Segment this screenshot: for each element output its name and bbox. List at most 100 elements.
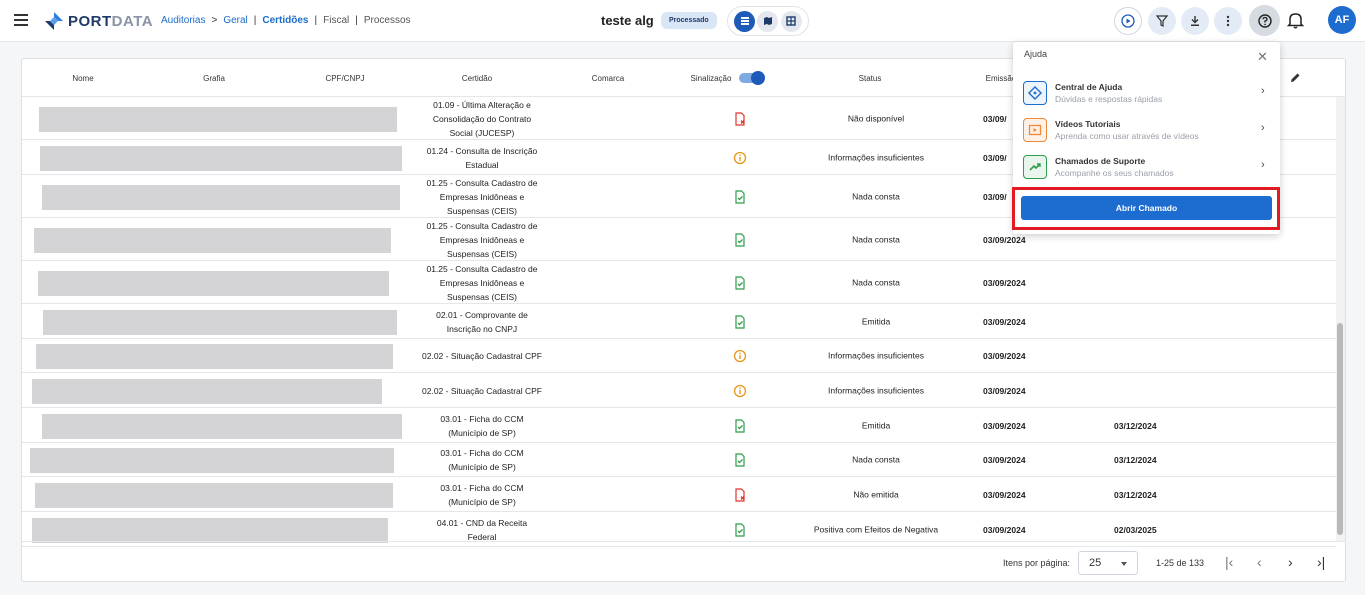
doc-check-icon[interactable] bbox=[733, 418, 747, 433]
play-button[interactable] bbox=[1114, 7, 1142, 35]
breadcrumb-certidoes[interactable]: Certidões bbox=[262, 15, 309, 26]
doc-check-icon[interactable] bbox=[733, 275, 747, 290]
table-row[interactable]: 04.01 - CND da Receita Federal Positiva c… bbox=[22, 512, 1336, 547]
view-toggle bbox=[727, 6, 809, 36]
breadcrumb-fiscal[interactable]: Fiscal bbox=[323, 15, 350, 26]
table-row[interactable]: 01.25 - Consulta Cadastro de Empresas In… bbox=[22, 218, 1336, 261]
doc-check-icon[interactable] bbox=[733, 189, 747, 204]
doc-check-icon[interactable] bbox=[733, 314, 747, 329]
status-text: Nada consta bbox=[852, 191, 900, 201]
filter-icon bbox=[1156, 15, 1168, 27]
signalization-toggle[interactable] bbox=[739, 71, 765, 85]
info-warning-icon[interactable] bbox=[733, 349, 747, 363]
emission-date: 03/09/ bbox=[983, 191, 1007, 202]
info-warning-icon[interactable] bbox=[733, 384, 747, 398]
table-row[interactable]: 01.09 - Última Alteração e Consolidação … bbox=[22, 97, 1336, 140]
list-view-button[interactable] bbox=[734, 10, 756, 32]
top-bar: PORTDATA Auditorias > Geral | Certidões … bbox=[0, 0, 1365, 42]
certificate-name: 02.02 - Situação Cadastral CPF bbox=[422, 351, 543, 361]
more-options-button[interactable] bbox=[1214, 7, 1242, 35]
help-icon bbox=[1257, 13, 1272, 28]
close-icon[interactable]: ✕ bbox=[1257, 49, 1268, 64]
breadcrumb-separator: | bbox=[314, 15, 318, 26]
doc-error-icon[interactable] bbox=[733, 487, 747, 502]
table-row[interactable]: 02.02 - Situação Cadastral CPF Informaçõe… bbox=[22, 373, 1336, 408]
table-row[interactable]: 02.02 - Situação Cadastral CPF Informaçõe… bbox=[22, 339, 1336, 373]
support-icon bbox=[1023, 155, 1047, 179]
certificate-name: 01.24 - Consulta de Inscrição Estadual bbox=[426, 145, 538, 170]
help-item-title: Central de Ajuda bbox=[1055, 82, 1123, 92]
help-popup-title: Ajuda bbox=[1024, 49, 1048, 59]
certificate-name: 04.01 - CND da Receita Federal bbox=[436, 517, 528, 542]
redacted-name bbox=[40, 146, 402, 171]
pagination: Itens por página: 25 1-25 de 133 |‹ ‹ › … bbox=[22, 541, 1345, 581]
table-row[interactable]: 03.01 - Ficha do CCM (Município de SP) Em… bbox=[22, 408, 1336, 443]
breadcrumb-processos[interactable]: Processos bbox=[363, 15, 411, 26]
help-item-subtitle: Acompanhe os seus chamados bbox=[1055, 168, 1174, 178]
status-badge: Processado bbox=[661, 12, 717, 29]
certificate-name: 01.09 - Última Alteração e Consolidação … bbox=[432, 99, 532, 138]
items-per-page-select[interactable]: 25 bbox=[1078, 551, 1138, 575]
logo[interactable]: PORTDATA bbox=[44, 10, 153, 32]
download-button[interactable] bbox=[1181, 7, 1209, 35]
table-row[interactable]: 03.01 - Ficha do CCM (Município de SP) Na… bbox=[22, 443, 1336, 477]
video-icon bbox=[1023, 118, 1047, 142]
table-row[interactable]: 02.01 - Comprovante de Inscrição no CNPJ… bbox=[22, 304, 1336, 339]
play-icon bbox=[1121, 14, 1135, 28]
menu-icon[interactable] bbox=[14, 14, 28, 26]
help-item-central[interactable]: Central de Ajuda Dúvidas e respostas ráp… bbox=[1023, 77, 1273, 109]
column-header-emissao[interactable]: Emissão bbox=[985, 74, 1017, 83]
avatar[interactable]: AF bbox=[1328, 6, 1356, 34]
chevron-right-icon: › bbox=[1261, 159, 1265, 171]
table-scrollbar-thumb[interactable] bbox=[1337, 323, 1343, 535]
help-item-chamados[interactable]: Chamados de Suporte Acompanhe os seus ch… bbox=[1023, 151, 1273, 183]
column-header-grafia[interactable]: Grafia bbox=[203, 74, 225, 83]
column-header-cpf-cnpj[interactable]: CPF/CNPJ bbox=[325, 74, 365, 83]
certificate-name: 03.01 - Ficha do CCM (Município de SP) bbox=[440, 482, 524, 507]
filter-button[interactable] bbox=[1148, 7, 1176, 35]
map-view-button[interactable] bbox=[757, 10, 779, 32]
help-item-title: Vídeos Tutoriais bbox=[1055, 119, 1121, 129]
redacted-name bbox=[32, 518, 388, 543]
table-row[interactable]: 01.25 - Consulta Cadastro de Empresas In… bbox=[22, 261, 1336, 304]
emission-date: 03/09/2024 bbox=[983, 455, 1026, 465]
column-header-nome[interactable]: Nome bbox=[72, 74, 94, 83]
info-warning-icon[interactable] bbox=[733, 151, 747, 165]
first-page-icon[interactable]: |‹ bbox=[1225, 554, 1234, 570]
breadcrumb-auditorias[interactable]: Auditorias bbox=[161, 15, 206, 26]
doc-check-icon[interactable] bbox=[733, 522, 747, 537]
doc-check-icon[interactable] bbox=[733, 453, 747, 467]
help-item-videos[interactable]: Vídeos Tutoriais Aprenda como usar atrav… bbox=[1023, 114, 1273, 146]
edit-columns-icon[interactable] bbox=[1290, 72, 1301, 83]
table-row[interactable]: 01.24 - Consulta de Inscrição Estadual In… bbox=[22, 140, 1336, 175]
previous-page-icon[interactable]: ‹ bbox=[1257, 554, 1262, 570]
open-ticket-button[interactable]: Abrir Chamado bbox=[1021, 196, 1272, 220]
help-item-subtitle: Dúvidas e respostas rápidas bbox=[1055, 94, 1163, 104]
last-page-icon[interactable]: ›| bbox=[1317, 554, 1326, 570]
emission-date: 03/09/2024 bbox=[983, 420, 1026, 431]
emission-date: 03/09/2024 bbox=[983, 489, 1026, 500]
column-header-status[interactable]: Status bbox=[858, 74, 882, 83]
column-header-comarca[interactable]: Comarca bbox=[591, 74, 625, 83]
table-row[interactable]: 01.25 - Consulta Cadastro de Empresas In… bbox=[22, 175, 1336, 218]
page-title: teste alg bbox=[601, 13, 654, 28]
redacted-name bbox=[32, 379, 382, 404]
redacted-name bbox=[42, 414, 402, 439]
redacted-name bbox=[39, 107, 397, 132]
column-header-certidao[interactable]: Certidão bbox=[461, 74, 493, 83]
table-row[interactable]: 03.01 - Ficha do CCM (Município de SP) Nã… bbox=[22, 477, 1336, 512]
help-button[interactable] bbox=[1249, 5, 1280, 36]
more-vertical-icon bbox=[1226, 15, 1230, 27]
grid-view-button[interactable] bbox=[780, 10, 802, 32]
next-page-icon[interactable]: › bbox=[1288, 554, 1293, 570]
list-view-icon bbox=[740, 17, 749, 25]
notification-bell-icon[interactable] bbox=[1287, 11, 1304, 29]
breadcrumb-geral[interactable]: Geral bbox=[223, 15, 248, 26]
doc-check-icon[interactable] bbox=[733, 232, 747, 247]
table-scrollbar[interactable] bbox=[1336, 97, 1345, 541]
doc-error-icon[interactable] bbox=[733, 111, 747, 126]
emission-date: 03/09/ bbox=[983, 152, 1007, 163]
column-header-sinalizacao[interactable]: Sinalização bbox=[690, 74, 732, 83]
emission-date: 03/09/2024 bbox=[983, 524, 1026, 535]
redacted-name bbox=[30, 448, 394, 473]
